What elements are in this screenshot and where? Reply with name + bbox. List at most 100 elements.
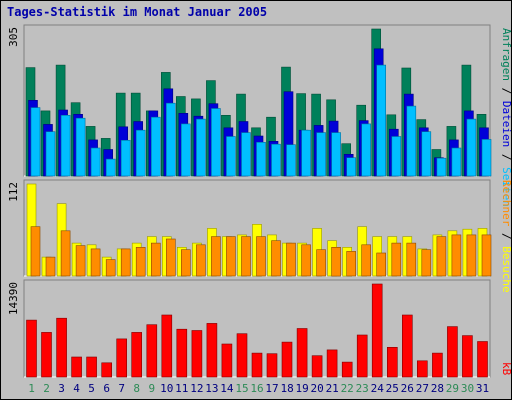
bar-rechner-day-20 <box>316 249 326 277</box>
bar-rechner-day-7 <box>120 248 131 277</box>
ylabel-top: Anfragen / Dateien / Seiten <box>500 28 512 207</box>
bar-rechner-day-15 <box>241 236 251 277</box>
bar-rechner-day-18 <box>286 242 296 277</box>
bar-kb-day-10 <box>161 314 173 378</box>
bar-seiten-day-26 <box>406 105 417 177</box>
bar-kb-day-23 <box>356 334 368 378</box>
x-label-day-21: 21 <box>326 382 339 395</box>
x-label-day-9: 9 <box>148 382 155 395</box>
bar-rechner-day-10 <box>166 238 176 277</box>
x-label-day-8: 8 <box>133 382 140 395</box>
x-label-day-22: 22 <box>341 382 354 395</box>
bar-rechner-day-16 <box>256 236 266 277</box>
bar-rechner-day-22 <box>346 251 357 277</box>
x-label-day-10: 10 <box>160 382 173 395</box>
x-label-day-14: 14 <box>220 382 234 395</box>
bar-seiten-day-6 <box>105 158 116 177</box>
bar-rechner-day-25 <box>391 242 402 277</box>
bar-seiten-day-10 <box>166 102 176 177</box>
x-label-day-17: 17 <box>265 382 278 395</box>
x-label-day-4: 4 <box>73 382 80 395</box>
bar-rechner-day-30 <box>466 234 477 277</box>
bar-kb-day-28 <box>432 352 443 378</box>
bar-kb-day-1 <box>26 319 37 378</box>
bar-kb-day-20 <box>311 355 323 378</box>
bar-rechner-day-31 <box>481 234 492 277</box>
bar-seiten-day-21 <box>331 132 341 177</box>
bar-seiten-day-30 <box>466 118 477 177</box>
x-label-day-2: 2 <box>43 382 50 395</box>
bar-rechner-day-28 <box>436 236 447 277</box>
bar-seiten-day-2 <box>45 131 56 177</box>
bar-seiten-day-9 <box>151 116 161 177</box>
bar-rechner-day-21 <box>331 247 341 277</box>
bar-rechner-day-17 <box>271 240 281 277</box>
bar-kb-day-11 <box>176 328 188 378</box>
bar-seiten-day-1 <box>30 107 41 177</box>
ylabel-middle: Rechner / Besuche <box>500 180 512 293</box>
bar-rechner-day-14 <box>226 236 236 277</box>
bar-kb-day-26 <box>401 314 413 378</box>
bar-rechner-day-23 <box>361 244 372 277</box>
bar-seiten-day-19 <box>301 129 311 177</box>
bar-kb-day-7 <box>116 338 127 378</box>
x-label-day-1: 1 <box>28 382 35 395</box>
panel-bottom-ymax-label: 14390 <box>7 282 20 315</box>
bar-rechner-day-4 <box>75 245 86 277</box>
bar-rechner-day-1 <box>30 226 41 277</box>
ylabel-bottom: kB <box>500 362 512 376</box>
x-label-day-15: 15 <box>235 382 248 395</box>
bar-seiten-day-11 <box>181 123 191 177</box>
x-label-day-27: 27 <box>416 382 429 395</box>
bar-kb-day-27 <box>416 360 428 378</box>
x-label-day-5: 5 <box>88 382 95 395</box>
bar-seiten-day-18 <box>286 144 296 177</box>
bar-kb-day-24 <box>371 283 383 378</box>
bar-rechner-day-24 <box>376 252 387 277</box>
bar-rechner-day-29 <box>451 234 462 277</box>
x-label-day-26: 26 <box>401 382 414 395</box>
x-label-day-23: 23 <box>356 382 369 395</box>
x-label-day-30: 30 <box>461 382 474 395</box>
ylabel-top-dateien: Dateien <box>500 101 512 147</box>
bar-rechner-day-19 <box>301 244 311 277</box>
bar-seiten-day-20 <box>316 132 326 177</box>
bar-kb-day-18 <box>281 341 293 378</box>
bar-kb-day-12 <box>191 330 203 378</box>
x-label-day-16: 16 <box>250 382 263 395</box>
bar-rechner-day-12 <box>196 244 206 277</box>
chart-title: Tages-Statistik im Monat Januar 2005 <box>7 5 268 19</box>
bar-seiten-day-25 <box>391 136 402 177</box>
bar-kb-day-8 <box>131 332 142 378</box>
ylabel-top-seiten: Seiten <box>500 167 512 207</box>
x-label-day-31: 31 <box>476 382 489 395</box>
bar-seiten-day-17 <box>271 143 281 177</box>
bar-seiten-day-3 <box>60 115 71 177</box>
ylabel-top-anfragen: Anfragen <box>500 28 512 81</box>
bar-seiten-day-13 <box>211 108 221 177</box>
bar-kb-day-22 <box>341 361 353 378</box>
bar-kb-day-25 <box>386 346 398 378</box>
bar-kb-day-17 <box>266 353 278 378</box>
x-label-day-25: 25 <box>386 382 399 395</box>
bar-seiten-day-15 <box>241 132 251 177</box>
x-label-day-20: 20 <box>310 382 323 395</box>
bar-kb-day-29 <box>447 326 458 378</box>
bar-seiten-day-7 <box>120 140 131 177</box>
x-label-day-29: 29 <box>446 382 459 395</box>
bar-kb-day-14 <box>221 343 233 378</box>
bar-seiten-day-23 <box>361 123 372 177</box>
bar-seiten-day-14 <box>226 136 236 177</box>
bar-kb-day-3 <box>56 317 67 378</box>
bar-seiten-day-29 <box>451 147 462 177</box>
bar-seiten-day-27 <box>421 131 432 177</box>
bar-rechner-day-27 <box>421 249 432 277</box>
bar-kb-day-6 <box>101 362 112 378</box>
x-label-day-3: 3 <box>58 382 65 395</box>
x-label-day-11: 11 <box>175 382 188 395</box>
bar-seiten-day-12 <box>196 118 206 177</box>
x-label-day-7: 7 <box>118 382 125 395</box>
bar-rechner-day-2 <box>45 256 56 277</box>
bar-rechner-day-6 <box>105 259 116 277</box>
